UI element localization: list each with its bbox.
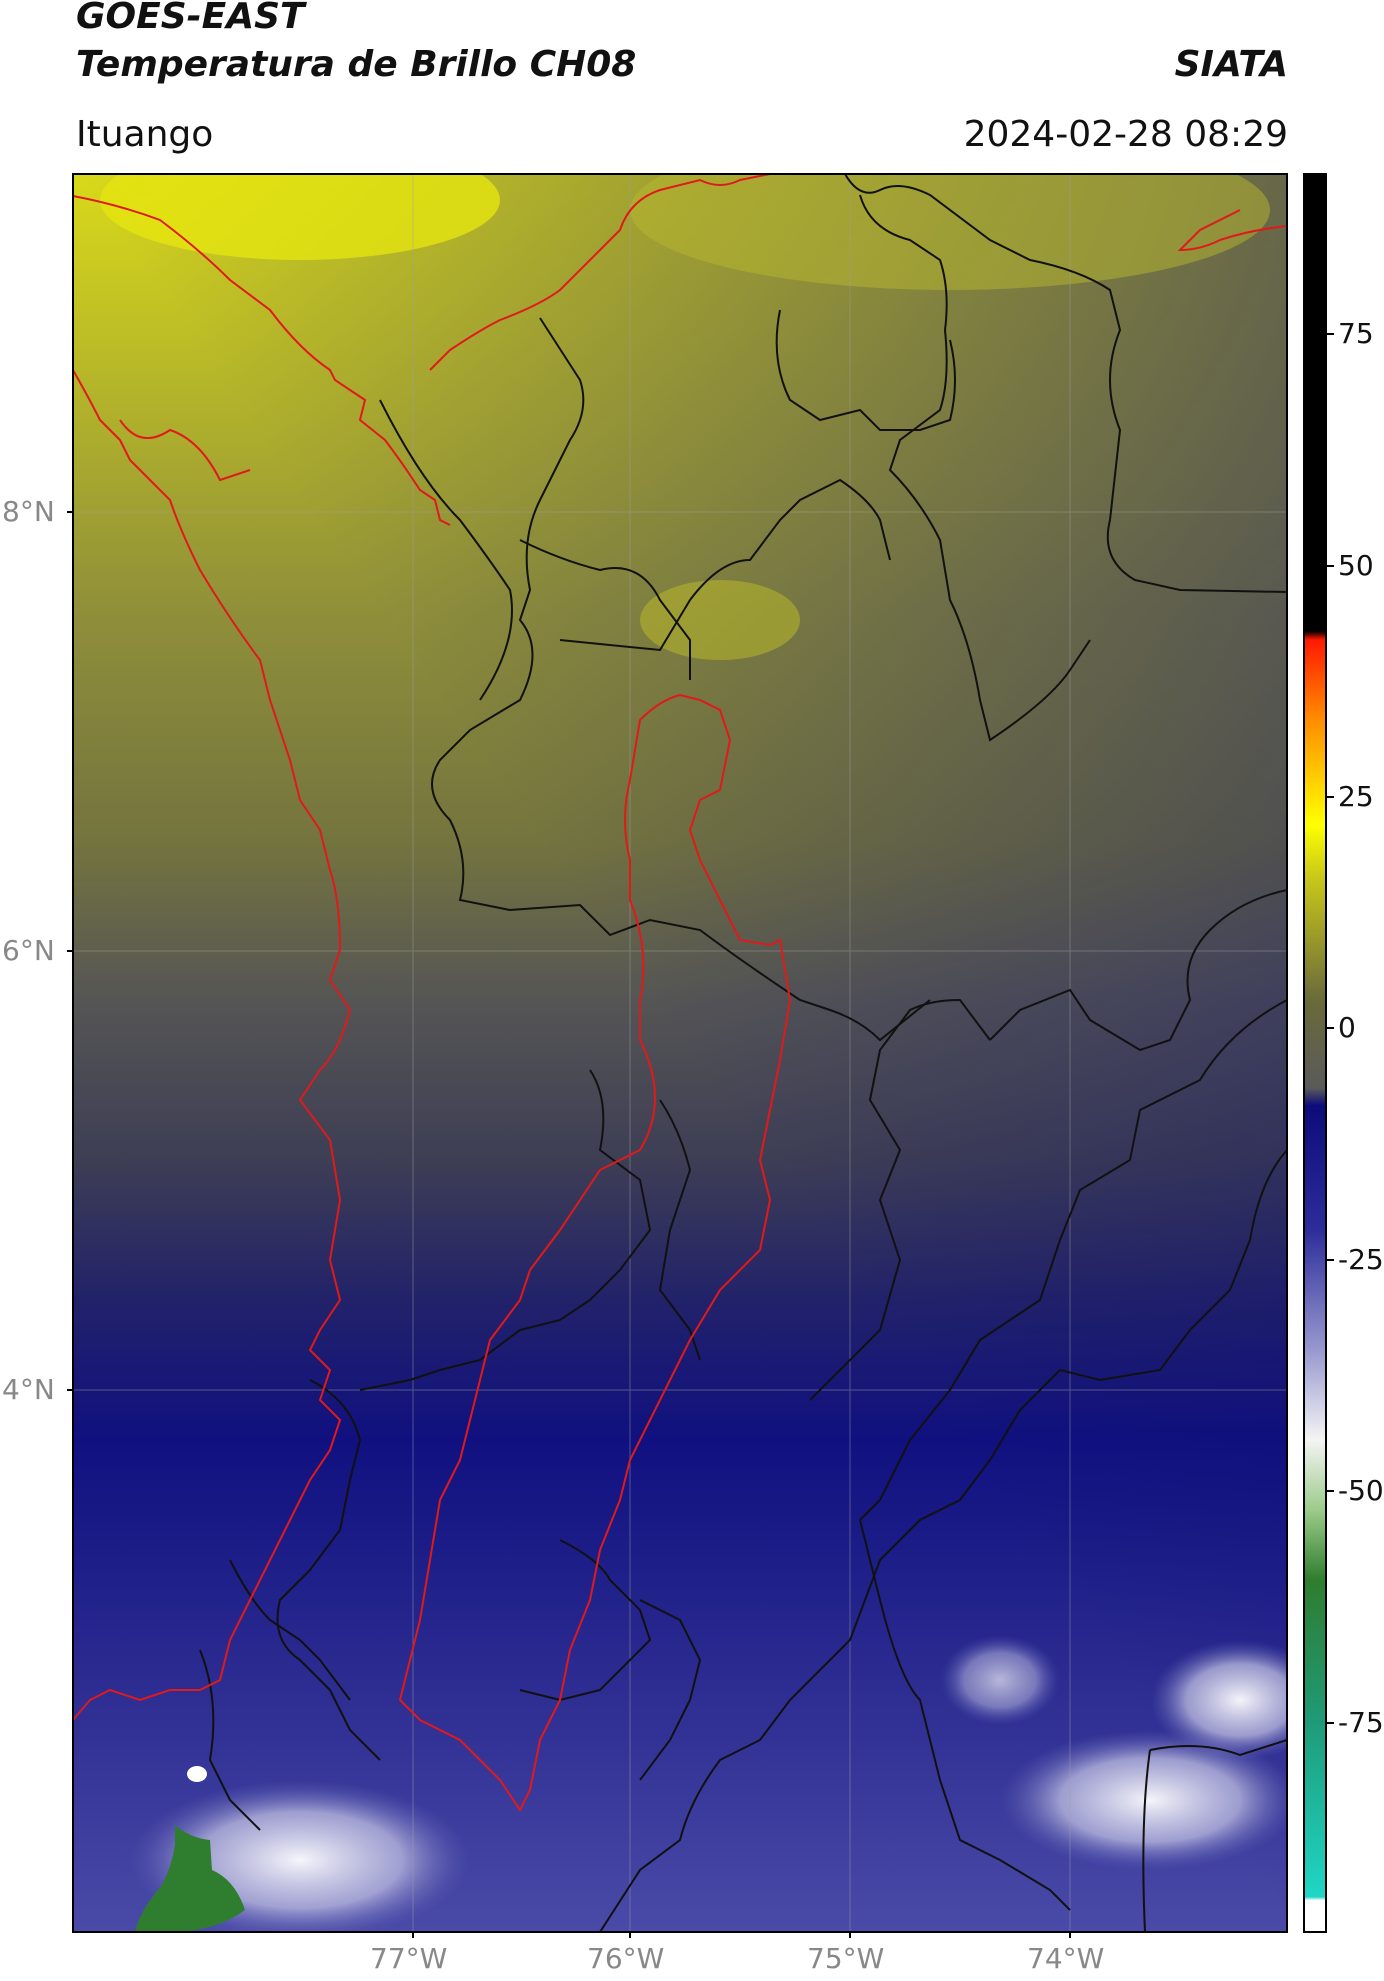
colorbar-tick-label: 0 (1338, 1011, 1356, 1044)
colorbar-ticks (1326, 333, 1334, 1724)
temperature-field (73, 174, 1287, 1932)
colorbar-tick-label: 75 (1338, 317, 1374, 350)
map-frame (72, 173, 1288, 1933)
region-label: Ituango (76, 114, 214, 155)
colorbar-tick-label: 25 (1338, 780, 1374, 813)
colorbar-tick-label: 50 (1338, 549, 1374, 582)
lon-tick-label: 76°W (587, 1942, 665, 1975)
product-title: Temperatura de Brillo CH08 (76, 44, 637, 85)
axis-ticks (67, 511, 1071, 1938)
satellite-title: GOES-EAST (76, 0, 305, 37)
lon-tick-label: 74°W (1027, 1942, 1105, 1975)
lon-tick-label: 77°W (370, 1942, 448, 1975)
agency-label: SIATA (1174, 44, 1288, 85)
colorbar-tick-label: -25 (1338, 1243, 1384, 1276)
lon-tick-label: 75°W (807, 1942, 885, 1975)
datetime-label: 2024-02-28 08:29 (963, 114, 1288, 155)
lat-tick-label: 8°N (2, 495, 55, 528)
colorbar-tick-label: -75 (1338, 1706, 1384, 1739)
colorbar-tick-label: -50 (1338, 1474, 1384, 1507)
lat-tick-label: 6°N (2, 934, 55, 967)
lat-tick-label: 4°N (2, 1373, 55, 1406)
colorbar (1303, 173, 1327, 1933)
